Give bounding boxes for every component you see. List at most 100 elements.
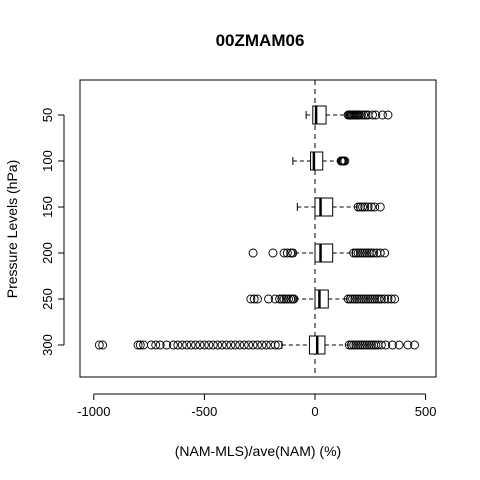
outlier-point: [199, 340, 209, 350]
outlier-point: [182, 340, 192, 350]
outlier-point: [370, 202, 380, 212]
outlier-point: [364, 340, 374, 350]
y-tick-label: 200: [40, 242, 55, 264]
outlier-point: [264, 294, 273, 304]
outlier-point: [344, 340, 354, 350]
outlier-point: [343, 294, 353, 304]
iqr-box: [314, 197, 334, 217]
outlier-point: [380, 248, 390, 258]
outlier-point: [357, 110, 366, 120]
outlier-point: [358, 248, 368, 258]
outlier-point: [366, 202, 376, 212]
iqr-box: [314, 289, 329, 309]
outlier-point: [359, 110, 369, 120]
outlier-point: [358, 340, 368, 350]
outlier-point: [349, 248, 359, 258]
outlier-point: [357, 294, 366, 304]
x-tick-label: 500: [415, 404, 437, 419]
outlier-point: [151, 340, 161, 350]
outlier-point: [370, 294, 380, 304]
chart-title: 00ZMAM06: [216, 31, 305, 50]
outlier-point: [383, 294, 393, 304]
chart-marks: [94, 80, 419, 377]
outlier-point: [279, 248, 289, 258]
outlier-point: [363, 202, 373, 212]
outlier-point: [353, 202, 363, 212]
outlier-point: [274, 340, 283, 350]
outlier-point: [146, 340, 156, 350]
outlier-point: [275, 294, 285, 304]
outlier-point: [368, 110, 377, 120]
outlier-point: [362, 248, 372, 258]
outlier-point: [358, 202, 368, 212]
outlier-point: [361, 110, 371, 120]
outlier-point: [380, 294, 390, 304]
outlier-point: [235, 340, 245, 350]
outlier-point: [249, 294, 259, 304]
outlier-point: [270, 340, 280, 350]
outlier-point: [359, 294, 369, 304]
outlier-point: [268, 248, 278, 258]
outlier-point: [394, 340, 404, 350]
outlier-point: [133, 340, 143, 350]
outlier-point: [363, 294, 373, 304]
outlier-point: [168, 340, 178, 350]
outlier-point: [257, 340, 267, 350]
outlier-point: [378, 110, 387, 120]
outlier-point: [366, 248, 376, 258]
iqr-box: [310, 151, 324, 171]
outlier-point: [186, 340, 196, 350]
y-tick-label: 100: [40, 150, 55, 172]
outlier-point: [261, 340, 271, 350]
box-level-250: [246, 289, 400, 309]
outlier-point: [348, 294, 358, 304]
plot-frame: [79, 79, 437, 378]
outlier-point: [353, 248, 363, 258]
outlier-point: [98, 340, 108, 350]
outlier-point: [355, 248, 365, 258]
iqr-box: [314, 243, 334, 263]
y-axis-title: Pressure Levels (hPa): [4, 160, 20, 299]
outlier-point: [282, 248, 292, 258]
x-tick-label: 0: [311, 404, 318, 419]
outlier-point: [403, 340, 413, 350]
outlier-point: [177, 340, 187, 350]
outlier-point: [270, 294, 280, 304]
outlier-point: [195, 340, 205, 350]
x-axis-title: (NAM-MLS)/ave(NAM) (%): [175, 443, 341, 459]
outlier-point: [208, 340, 218, 350]
outlier-point: [371, 340, 381, 350]
outlier-point: [239, 340, 249, 350]
box-level-300: [94, 335, 419, 355]
outlier-point: [376, 294, 386, 304]
outlier-point: [155, 340, 165, 350]
outlier-point: [371, 110, 381, 120]
outlier-point: [390, 294, 400, 304]
outlier-point: [135, 340, 145, 350]
outlier-point: [345, 294, 355, 304]
outlier-point: [191, 340, 201, 350]
outlier-point: [248, 248, 258, 258]
box-level-200: [248, 243, 390, 263]
y-tick-label: 50: [40, 108, 55, 122]
outlier-point: [277, 294, 287, 304]
outlier-point: [286, 294, 296, 304]
outlier-point: [244, 340, 254, 350]
outlier-point: [248, 340, 258, 350]
x-tick-label: -500: [191, 404, 217, 419]
outlier-point: [410, 340, 419, 350]
outlier-point: [376, 340, 386, 350]
outlier-point: [204, 340, 214, 350]
outlier-point: [253, 340, 262, 350]
outlier-point: [349, 340, 359, 350]
x-tick-label: -1000: [77, 404, 110, 419]
outlier-point: [350, 294, 360, 304]
outlier-point: [94, 340, 104, 350]
y-tick-label: 250: [40, 288, 55, 310]
y-tick-label: 300: [40, 334, 55, 356]
outlier-point: [213, 340, 223, 350]
outlier-point: [360, 202, 370, 212]
outlier-point: [173, 340, 183, 350]
outlier-point: [354, 294, 364, 304]
